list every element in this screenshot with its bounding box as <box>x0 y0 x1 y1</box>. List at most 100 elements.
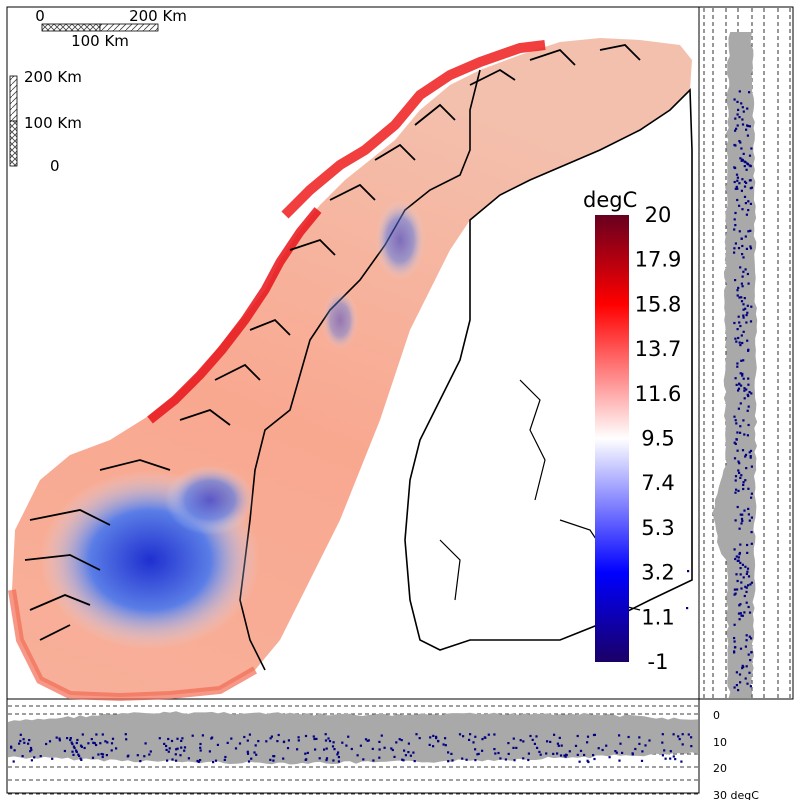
right-profile-point <box>736 179 739 182</box>
bottom-profile-point <box>201 734 204 737</box>
right-profile-point <box>741 178 744 181</box>
right-profile-point <box>741 118 744 121</box>
bottom-profile-point <box>269 737 272 740</box>
right-profile-point <box>746 304 749 307</box>
bottom-profile-point <box>191 734 194 737</box>
bottom-profile-point <box>418 737 421 740</box>
bottom-profile-point <box>248 733 251 736</box>
bottom-profile-point <box>412 751 415 754</box>
right-profile-point <box>736 579 739 583</box>
bottom-profile-point <box>181 737 184 740</box>
bottom-profile-point <box>393 755 396 758</box>
right-profile-point <box>741 285 744 288</box>
bottom-profile-point <box>413 760 416 763</box>
right-profile-point <box>746 434 749 437</box>
bottom-profile-point <box>634 747 637 751</box>
bottom-profile-point <box>474 748 477 751</box>
legend-tick-labels: 20 17.9 15.8 13.7 11.6 9.5 7.4 5.3 3.2 1.1 -1 <box>635 203 682 674</box>
right-profile-point <box>745 634 748 637</box>
bottom-profile-point <box>212 761 215 764</box>
right-profile-point <box>744 268 747 271</box>
bottom-profile-point <box>364 738 368 741</box>
bottom-profile-point <box>75 741 78 745</box>
right-profile-point <box>733 180 736 184</box>
bottom-profile-point <box>318 757 321 760</box>
right-profile-band <box>712 32 758 698</box>
right-profile-point <box>737 489 740 492</box>
bottom-profile-point <box>362 758 365 761</box>
bottom-profile-point <box>246 752 250 755</box>
bottom-profile-point <box>481 738 484 741</box>
bottom-profile-point <box>208 750 211 753</box>
bottom-profile-point <box>21 755 24 758</box>
bottom-profile-point <box>100 752 103 756</box>
right-profile-point <box>747 584 750 587</box>
bottom-profile-point <box>332 759 335 762</box>
bottom-profile-point <box>474 759 477 762</box>
bottom-profile-point <box>165 748 168 751</box>
right-profile-point <box>747 383 750 386</box>
right-profile-point <box>743 387 746 390</box>
bottom-profile-point <box>690 745 693 748</box>
right-profile-point <box>740 474 743 477</box>
right-profile-point <box>736 449 739 452</box>
right-profile <box>686 8 791 698</box>
bottom-profile-point <box>30 759 33 762</box>
right-profile-point <box>736 431 739 434</box>
bottom-profile-point <box>337 751 340 754</box>
right-profile-point <box>740 587 743 590</box>
right-profile-point <box>733 218 736 221</box>
bottom-profile-point <box>477 752 480 755</box>
bottom-profile-point <box>678 738 681 741</box>
bottom-profile-point <box>87 742 90 745</box>
scalebar-vertical: 200 Km 100 Km 0 <box>9 68 82 175</box>
bottom-profile-point <box>243 735 246 739</box>
bottom-profile-point <box>176 747 179 750</box>
bottom-profile-point <box>12 760 15 763</box>
right-profile-point <box>745 601 748 604</box>
bottom-profile-point <box>507 742 510 745</box>
right-profile-point <box>749 456 752 459</box>
right-profile-point <box>739 647 743 650</box>
right-profile-point <box>746 543 749 547</box>
bottom-profile-point <box>605 744 608 747</box>
bottom-profile-point <box>149 750 152 753</box>
right-profile-point <box>740 517 744 520</box>
right-profile-point <box>733 98 736 101</box>
right-profile-point <box>749 165 752 168</box>
bottom-profile-point <box>556 752 559 755</box>
bottom-profile-point <box>110 742 114 745</box>
bottom-profile-point <box>474 735 477 738</box>
right-profile-point <box>739 372 742 375</box>
right-profile-point <box>750 651 753 654</box>
bottom-profile-point <box>538 750 541 753</box>
right-profile-point <box>747 394 750 398</box>
bottom-profile-point <box>507 752 510 755</box>
bottom-profile-band <box>8 711 698 765</box>
scalebar-horizontal: 0 200 Km 100 Km <box>35 7 187 50</box>
bottom-profile-point <box>545 752 548 755</box>
bottom-profile-point <box>592 733 596 737</box>
right-profile-point <box>735 573 738 576</box>
bottom-profile-point <box>174 753 177 756</box>
bottom-profile-point <box>527 752 530 755</box>
right-profile-point <box>740 581 743 584</box>
bottom-profile-point <box>247 760 251 763</box>
right-profile-point <box>750 542 753 545</box>
scalebar-v-max: 200 Km <box>24 68 82 86</box>
right-profile-point <box>736 362 739 365</box>
bottom-profile-point <box>560 744 563 747</box>
right-profile-point <box>739 612 742 615</box>
right-profile-point <box>738 604 741 607</box>
right-profile-point <box>734 557 737 561</box>
right-profile-point <box>742 576 745 579</box>
map-land <box>8 38 693 702</box>
bottom-profile-point <box>124 733 127 736</box>
bottom-profile-point <box>196 759 199 763</box>
bottom-axis-tick: 10 <box>713 736 727 749</box>
right-profile-points <box>686 90 753 692</box>
bottom-profile-point <box>435 737 438 740</box>
right-profile-point <box>749 245 752 248</box>
right-profile-point <box>733 651 736 654</box>
